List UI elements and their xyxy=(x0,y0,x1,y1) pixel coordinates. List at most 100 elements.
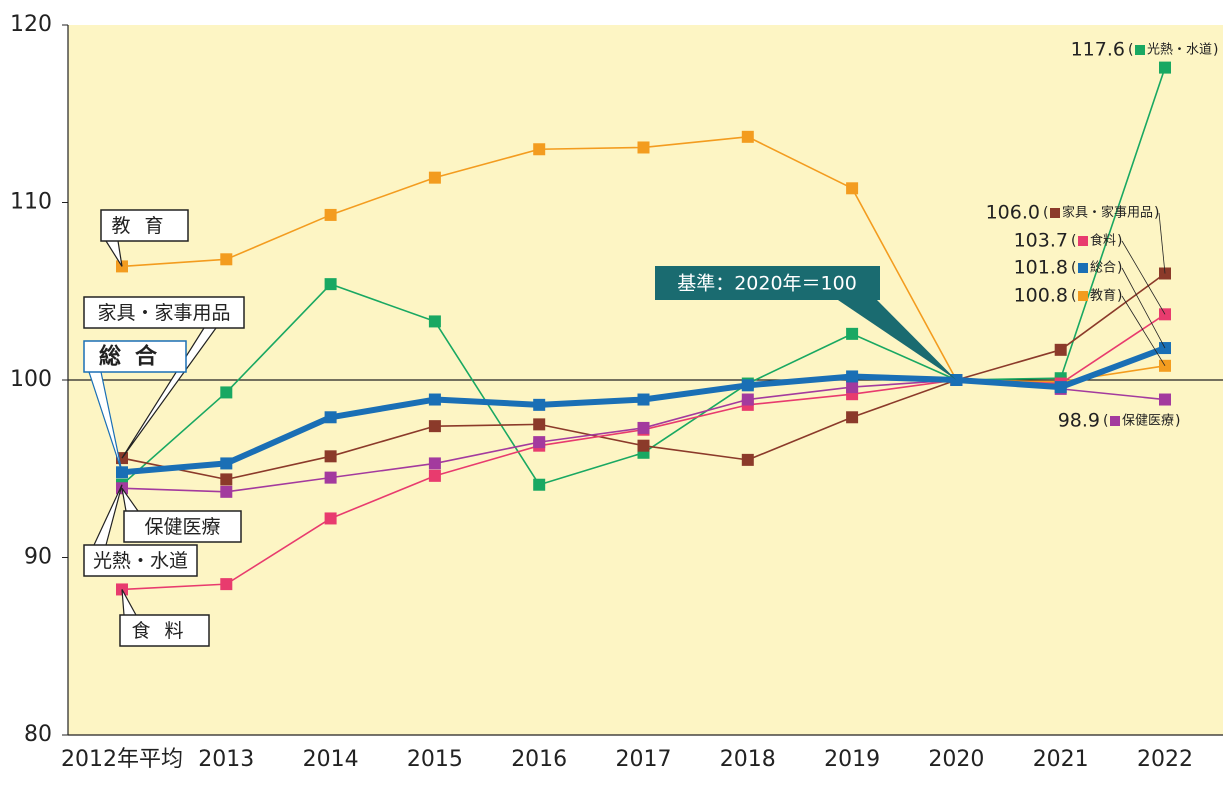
marker xyxy=(637,141,650,154)
end-value-label: 101.8 xyxy=(1014,257,1068,279)
end-paren: ) xyxy=(1213,42,1218,58)
callout-pointer xyxy=(93,484,123,546)
end-leader xyxy=(1121,295,1166,367)
marker xyxy=(220,485,233,498)
callout-pointer xyxy=(88,371,123,473)
y-tick-label: 120 xyxy=(10,12,52,37)
marker xyxy=(428,171,441,184)
end-value-label: 98.9 xyxy=(1058,410,1100,432)
marker xyxy=(324,450,337,463)
x-tick-label: 2018 xyxy=(720,747,776,772)
callout-box xyxy=(100,209,189,242)
end-name: 家具・家事用品 xyxy=(1062,205,1153,221)
end-swatch xyxy=(1078,263,1088,273)
marker xyxy=(846,327,859,340)
end-name: 光熱・水道 xyxy=(1147,43,1212,58)
end-paren: ( xyxy=(1103,413,1108,429)
y-tick-label: 80 xyxy=(24,722,52,747)
marker xyxy=(533,478,546,491)
end-swatch xyxy=(1050,208,1060,218)
marker xyxy=(324,278,337,291)
end-paren: ) xyxy=(1175,413,1180,429)
annotation-box xyxy=(655,266,880,300)
marker xyxy=(428,393,441,406)
x-tick-label: 2012年平均 xyxy=(61,747,183,772)
end-name: 教育 xyxy=(1090,288,1116,304)
marker xyxy=(741,130,754,143)
marker xyxy=(324,208,337,221)
callout-label: 保健医療 xyxy=(144,516,220,538)
marker xyxy=(428,457,441,470)
marker xyxy=(324,512,337,525)
y-tick-label: 90 xyxy=(24,545,52,570)
end-value-label: 117.6 xyxy=(1071,39,1125,61)
end-paren: ( xyxy=(1043,205,1048,221)
marker xyxy=(741,393,754,406)
marker xyxy=(846,381,859,394)
end-leader xyxy=(1158,212,1166,274)
end-value-label: 103.7 xyxy=(1014,230,1068,252)
marker xyxy=(428,469,441,482)
end-paren: ) xyxy=(1117,233,1122,249)
x-tick-label: 2014 xyxy=(303,747,359,772)
marker xyxy=(1159,393,1171,406)
marker xyxy=(846,182,859,195)
marker xyxy=(533,143,546,156)
end-swatch xyxy=(1078,236,1088,246)
marker xyxy=(1054,343,1067,356)
end-name: 保健医療 xyxy=(1122,414,1174,429)
x-tick-label: 2021 xyxy=(1033,747,1089,772)
x-tick-label: 2013 xyxy=(198,747,254,772)
marker xyxy=(220,473,233,486)
callout-box xyxy=(83,296,245,329)
marker xyxy=(637,393,650,406)
end-paren: ) xyxy=(1117,260,1122,276)
marker xyxy=(741,379,754,392)
end-swatch xyxy=(1078,291,1088,301)
callout-box xyxy=(123,510,242,543)
x-tick-label: 2017 xyxy=(616,747,672,772)
end-swatch xyxy=(1135,45,1145,55)
callout-label: 総合 xyxy=(99,344,171,370)
x-tick-label: 2015 xyxy=(407,747,463,772)
callout-box xyxy=(83,544,198,577)
marker xyxy=(637,421,650,434)
marker xyxy=(428,420,441,433)
marker xyxy=(533,398,546,411)
x-tick-label: 2016 xyxy=(511,747,567,772)
marker xyxy=(846,370,859,383)
end-paren: ) xyxy=(1117,288,1122,304)
marker xyxy=(220,457,233,470)
end-name: 総合 xyxy=(1090,261,1116,276)
end-paren: ( xyxy=(1071,288,1076,304)
x-tick-label: 2019 xyxy=(824,747,880,772)
y-tick-label: 110 xyxy=(10,190,52,215)
callout-box xyxy=(119,614,210,647)
callout-label: 食料 xyxy=(131,620,197,642)
callout-pointer xyxy=(121,589,137,616)
callout-pointer xyxy=(105,240,123,267)
end-leader xyxy=(1121,267,1166,349)
marker xyxy=(220,386,233,399)
end-paren: ( xyxy=(1071,260,1076,276)
marker xyxy=(533,418,546,431)
end-paren: ( xyxy=(1128,42,1133,58)
marker xyxy=(637,439,650,452)
annotation: 基準：2020年＝100 xyxy=(677,273,857,295)
callout-box xyxy=(83,340,187,373)
end-swatch xyxy=(1110,416,1120,426)
marker xyxy=(1159,61,1171,74)
end-paren: ( xyxy=(1071,233,1076,249)
marker xyxy=(324,471,337,484)
end-leader xyxy=(1121,240,1166,315)
end-name: 食料 xyxy=(1090,233,1116,249)
end-paren: ) xyxy=(1154,205,1159,221)
marker xyxy=(846,411,859,424)
y-tick-label: 100 xyxy=(10,367,52,392)
marker xyxy=(1054,381,1067,394)
marker xyxy=(533,436,546,449)
marker xyxy=(324,411,337,424)
marker xyxy=(428,315,441,328)
end-value-label: 100.8 xyxy=(1014,285,1068,307)
